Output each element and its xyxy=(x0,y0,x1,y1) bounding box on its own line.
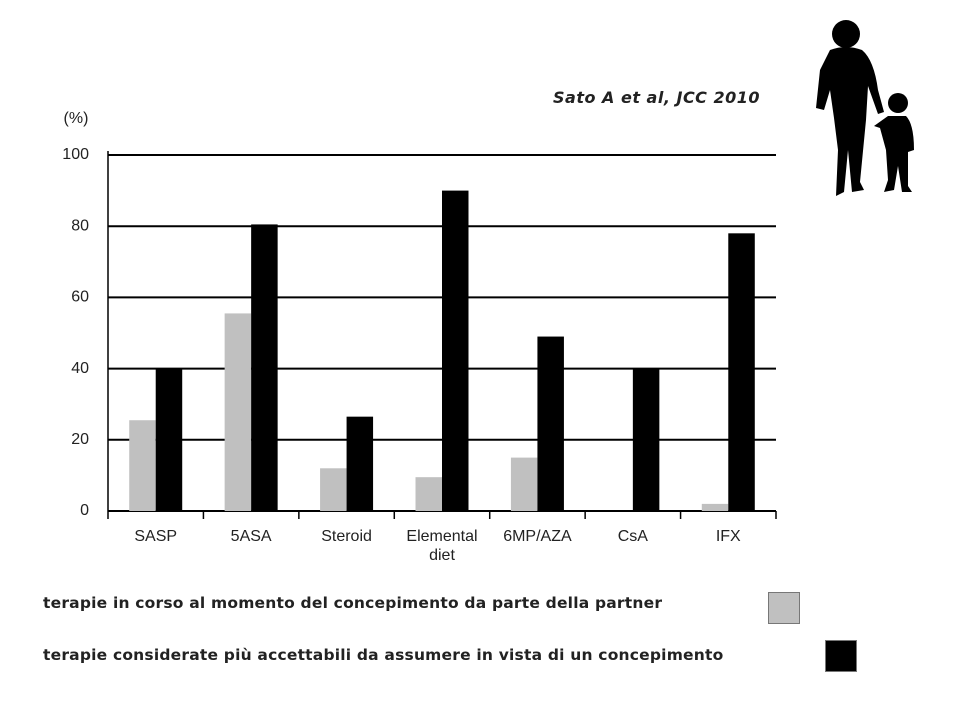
bar xyxy=(701,503,729,511)
y-axis-label: (%) xyxy=(64,110,89,127)
bar xyxy=(415,477,442,511)
citation: Sato A et al, JCC 2010 xyxy=(553,88,761,107)
x-tick-label: IFX xyxy=(715,528,741,545)
legend-label: terapie considerate più accettabili da a… xyxy=(43,646,724,664)
legend-label: terapie in corso al momento del concepim… xyxy=(43,594,663,612)
bar xyxy=(129,420,156,511)
legend-swatch xyxy=(768,592,800,624)
bar xyxy=(537,336,564,511)
x-tick-label: Elemental diet xyxy=(406,528,478,564)
x-tick-label: Steroid xyxy=(321,528,372,545)
y-tick-label: 60 xyxy=(71,289,89,306)
x-tick-label: SASP xyxy=(134,528,178,545)
bar xyxy=(728,233,755,511)
bar xyxy=(320,468,347,511)
y-tick-label: 100 xyxy=(62,146,89,163)
y-tick-label: 80 xyxy=(71,217,89,234)
x-tick-label: CsA xyxy=(617,528,648,545)
bar xyxy=(224,313,252,511)
bar xyxy=(510,457,538,511)
x-tick-label: 6MP/AZA xyxy=(503,528,572,545)
y-tick-label: 20 xyxy=(71,431,89,448)
bar xyxy=(632,368,660,511)
legend-swatch xyxy=(825,640,857,672)
silhouette xyxy=(816,20,914,196)
y-tick-label: 40 xyxy=(71,360,89,377)
bar xyxy=(155,368,183,511)
y-tick-label: 0 xyxy=(80,502,89,519)
bar xyxy=(251,224,278,512)
bar xyxy=(346,416,374,511)
bar xyxy=(442,190,469,511)
x-tick-label: 5ASA xyxy=(230,528,272,545)
